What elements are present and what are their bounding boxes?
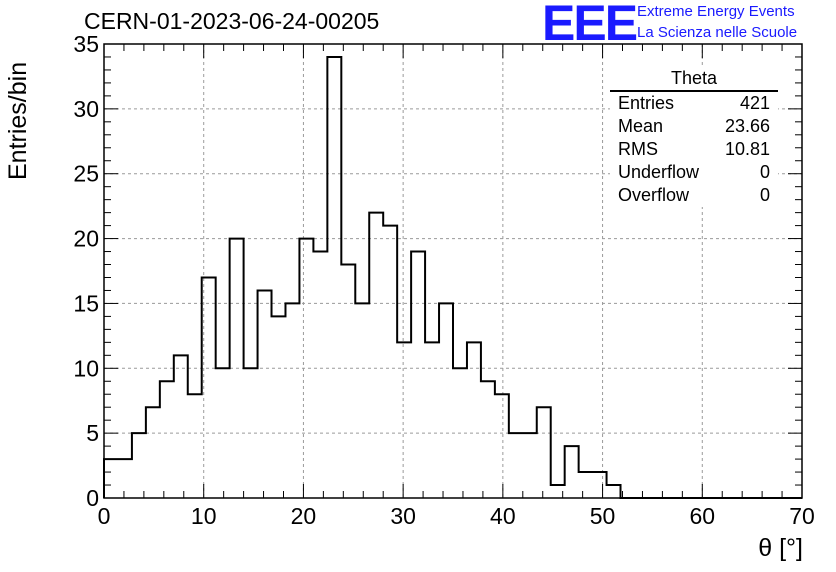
- histogram-bin: [118, 459, 132, 498]
- stats-value: 0: [759, 162, 770, 182]
- y-tick-label: 15: [73, 290, 99, 316]
- stats-label: Mean: [618, 116, 664, 136]
- y-tick-label: 30: [73, 96, 99, 122]
- x-tick-label: 70: [789, 503, 815, 529]
- histogram-bin: [258, 290, 272, 498]
- histogram-bin: [104, 459, 118, 498]
- stats-row-mean: Mean 23.66: [610, 115, 778, 138]
- histogram-bin: [397, 342, 411, 498]
- x-tick-label: 50: [590, 503, 616, 529]
- histogram-bin: [537, 407, 551, 498]
- histogram-bin: [383, 226, 397, 498]
- histogram-bin: [174, 355, 188, 498]
- histogram-bin: [299, 239, 313, 498]
- chart-title: CERN-01-2023-06-24-00205: [84, 8, 380, 34]
- y-tick-label: 25: [73, 161, 99, 187]
- stats-box: Theta Entries 421 Mean 23.66 RMS 10.81 Unde…: [610, 68, 778, 207]
- y-tick-label: 20: [73, 226, 99, 252]
- stats-row-overflow: Overflow 0: [610, 184, 778, 207]
- histogram-bin: [132, 433, 146, 498]
- histogram-bin: [467, 342, 481, 498]
- y-tick-label: 0: [86, 485, 99, 511]
- y-tick-label: 10: [73, 355, 99, 381]
- histogram-bin: [607, 485, 621, 498]
- histogram-bin: [481, 381, 495, 498]
- histogram-bin: [579, 472, 593, 498]
- histogram-bin: [411, 252, 425, 498]
- histogram-bin: [285, 303, 299, 498]
- x-tick-label: 30: [390, 503, 416, 529]
- histogram-bin: [216, 368, 230, 498]
- histogram-bin: [565, 446, 579, 498]
- stats-label: RMS: [618, 139, 658, 159]
- y-tick-label: 35: [73, 31, 99, 57]
- histogram-bin: [188, 394, 202, 498]
- y-axis-label: Entries/bin: [4, 61, 32, 180]
- histogram-bin: [369, 213, 383, 498]
- histogram-bin: [425, 342, 439, 498]
- histogram-bin: [593, 472, 607, 498]
- x-axis-label: θ [°]: [758, 534, 803, 562]
- stats-value: 10.81: [724, 139, 770, 159]
- histogram-outline: [103, 55, 802, 499]
- x-tick-label: 10: [191, 503, 217, 529]
- logo-text-line1: Extreme Energy Events: [637, 3, 795, 20]
- histogram-bin: [523, 433, 537, 498]
- x-tick-label: 20: [291, 503, 317, 529]
- histogram-bin: [146, 407, 160, 498]
- histogram-bin: [509, 433, 523, 498]
- eee-logo: EEE: [542, 0, 638, 51]
- stats-row-underflow: Underflow 0: [610, 161, 778, 184]
- stats-row-entries: Entries 421: [610, 92, 778, 115]
- histogram-bin: [313, 252, 327, 498]
- stats-label: Entries: [618, 93, 675, 113]
- logo-text-line2: La Scienza nelle Scuole: [637, 24, 798, 41]
- histogram-bin: [327, 57, 341, 498]
- histogram-bin: [439, 303, 453, 498]
- stats-value: 421: [739, 93, 770, 113]
- stats-value: 23.66: [724, 116, 770, 136]
- stats-title: Theta: [610, 68, 778, 92]
- stats-label: Underflow: [618, 162, 700, 182]
- stats-row-rms: RMS 10.81: [610, 138, 778, 161]
- x-tick-label: 0: [98, 503, 111, 529]
- plot-frame: [103, 43, 803, 499]
- x-tick-label: 60: [689, 503, 715, 529]
- histogram-bin: [355, 303, 369, 498]
- histogram-bin: [495, 394, 509, 498]
- stats-value: 0: [759, 185, 770, 205]
- stats-label: Overflow: [618, 185, 690, 205]
- histogram-bin: [272, 316, 286, 498]
- y-tick-label: 5: [86, 420, 99, 446]
- histogram-bin: [160, 381, 174, 498]
- histogram-bin: [341, 265, 355, 498]
- x-tick-label: 40: [490, 503, 516, 529]
